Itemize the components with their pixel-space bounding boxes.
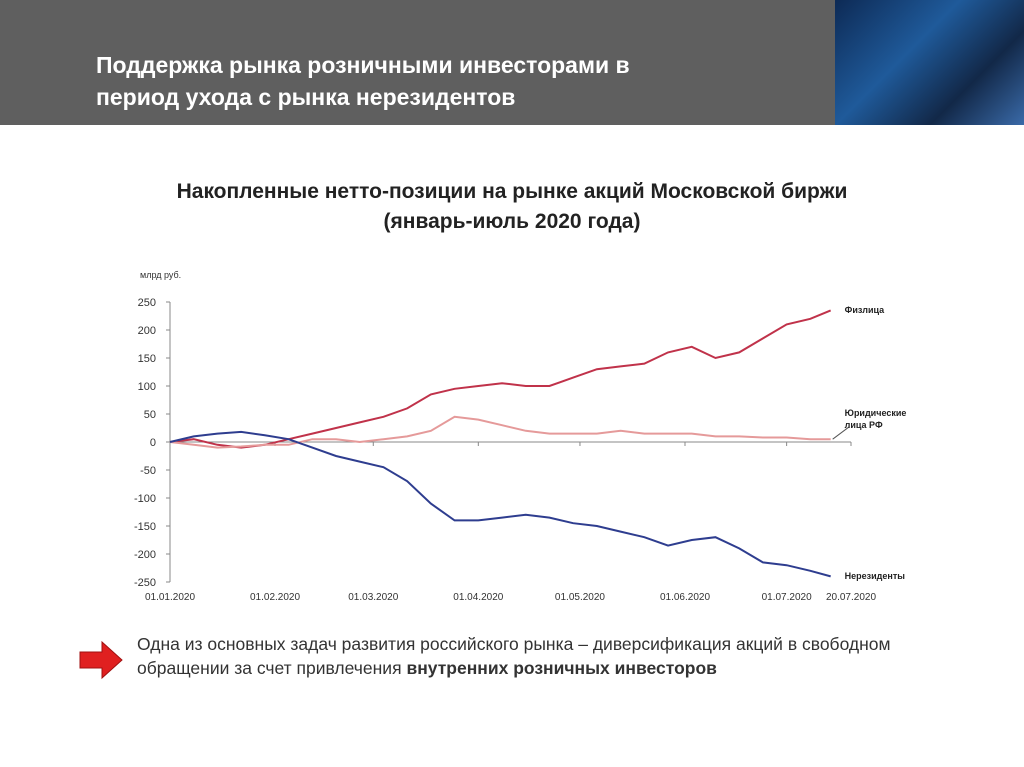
- y-tick-label: -50: [140, 465, 156, 477]
- x-tick-label: 01.05.2020: [555, 592, 605, 603]
- note-bold: внутренних розничных инвесторов: [406, 658, 717, 678]
- y-tick-label: 200: [138, 325, 156, 337]
- x-tick-label: 01.06.2020: [660, 592, 710, 603]
- legend-label: Нерезиденты: [844, 571, 905, 582]
- series-line: [169, 309, 832, 449]
- arrow-icon: [79, 640, 123, 680]
- y-tick-label: 50: [144, 409, 156, 421]
- note: Одна из основных задач развития российск…: [137, 632, 977, 680]
- x-tick-label: 01.03.2020: [348, 592, 398, 603]
- y-tick-label: 100: [138, 381, 156, 393]
- y-tick-label: 150: [138, 353, 156, 365]
- leader-line: [832, 426, 849, 440]
- note-text: Одна из основных задач развития российск…: [137, 634, 891, 678]
- header-title: Поддержка рынка розничными инвесторами в: [96, 52, 630, 78]
- x-tick-label: 20.07.2020: [826, 592, 876, 603]
- y-tick-label: -150: [134, 521, 156, 533]
- x-tick-label: 01.04.2020: [453, 592, 503, 603]
- series-line: [169, 415, 831, 449]
- photo: [835, 0, 1024, 125]
- y-unit: млрд руб.: [140, 270, 181, 280]
- chart-subtitle: (январь-июль 2020 года): [383, 210, 641, 233]
- y-tick-label: 250: [138, 297, 156, 309]
- x-tick-label: 01.07.2020: [762, 592, 812, 603]
- y-tick-label: 0: [150, 437, 156, 449]
- legend-label: Юридические лица РФ: [844, 408, 907, 431]
- legend-label: Физлица: [844, 305, 885, 316]
- y-tick-label: -250: [134, 577, 156, 589]
- y-tick-label: -100: [134, 493, 156, 505]
- series-line: [169, 430, 831, 578]
- x-tick-label: 01.01.2020: [145, 592, 195, 603]
- chart-title: Накопленные нетто-позиции на рынке акций…: [176, 180, 848, 203]
- y-tick-label: -200: [134, 549, 156, 561]
- header: Поддержка рынка розничными инвесторами в…: [0, 0, 835, 125]
- x-tick-label: 01.02.2020: [250, 592, 300, 603]
- header-title: период ухода с рынка нерезидентов: [96, 84, 516, 110]
